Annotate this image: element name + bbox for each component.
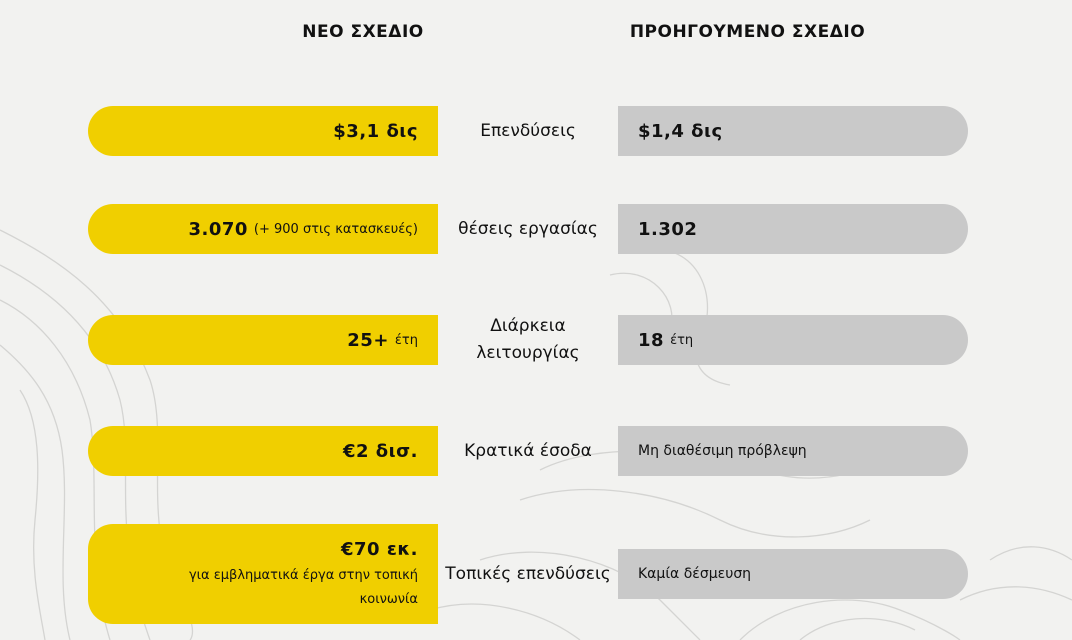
new-value-pill: 25+ έτη [88,315,438,365]
row-label: Τοπικές επενδύσεις [445,563,611,584]
row-label: Κρατικά έσοδα [464,440,592,461]
new-value-pill: 3.070 (+ 900 στις κατασκευές) [88,204,438,254]
old-value-text: Μη διαθέσιμη πρόβλεψη [638,443,807,459]
old-value-pill: 1.302 [618,204,968,254]
new-value-note-line2: κοινωνία [359,592,418,607]
new-plan-header: ΝΕΟ ΣΧΕΔΙΟ [302,22,424,42]
comparison-row-jobs: 3.070 (+ 900 στις κατασκευές) θέσεις εργ… [0,204,1072,254]
old-value-pill: Μη διαθέσιμη πρόβλεψη [618,426,968,476]
comparison-row-duration: 25+ έτη Διάρκεια λειτουργίας 18 έτη [0,315,1072,365]
new-value-pill: €2 δισ. [88,426,438,476]
old-value-pill: 18 έτη [618,315,968,365]
old-value: 18 [638,329,665,351]
comparison-row-investments: $3,1 δις Επενδύσεις $1,4 δις [0,106,1072,156]
comparison-row-local-investments: €70 εκ. για εμβληματικά έργα στην τοπική… [0,524,1072,624]
new-value: $3,1 δις [333,120,418,142]
new-value: €2 δισ. [342,440,418,462]
new-value-note: (+ 900 στις κατασκευές) [253,221,418,237]
old-value: 1.302 [638,218,698,240]
new-value: 25+ [347,329,389,351]
old-plan-header: ΠΡΟΗΓΟΥΜΕΝΟ ΣΧΕΔΙΟ [629,22,866,42]
comparison-row-state-revenue: €2 δισ. Κρατικά έσοδα Μη διαθέσιμη πρόβλ… [0,426,1072,476]
row-label-line2: λειτουργίας [476,343,580,363]
new-value: €70 εκ. [341,539,418,560]
row-label: θέσεις εργασίας [458,218,598,239]
new-value: 3.070 [188,218,248,240]
new-value-pill: €70 εκ. για εμβληματικά έργα στην τοπική… [88,524,438,624]
row-label-line1: Διάρκεια [490,316,566,336]
old-value: $1,4 δις [638,120,723,142]
new-value-unit: έτη [394,332,418,348]
old-value-unit: έτη [670,332,694,348]
new-value-pill: $3,1 δις [88,106,438,156]
old-value-text: Καμία δέσμευση [638,566,752,582]
new-value-note-line1: για εμβληματικά έργα στην τοπική [188,568,418,583]
row-label: Επενδύσεις [480,120,576,141]
old-value-pill: $1,4 δις [618,106,968,156]
old-value-pill: Καμία δέσμευση [618,549,968,599]
row-label: Διάρκεια λειτουργίας [440,315,616,365]
new-value-block: €70 εκ. για εμβληματικά έργα στην τοπική… [189,536,418,612]
